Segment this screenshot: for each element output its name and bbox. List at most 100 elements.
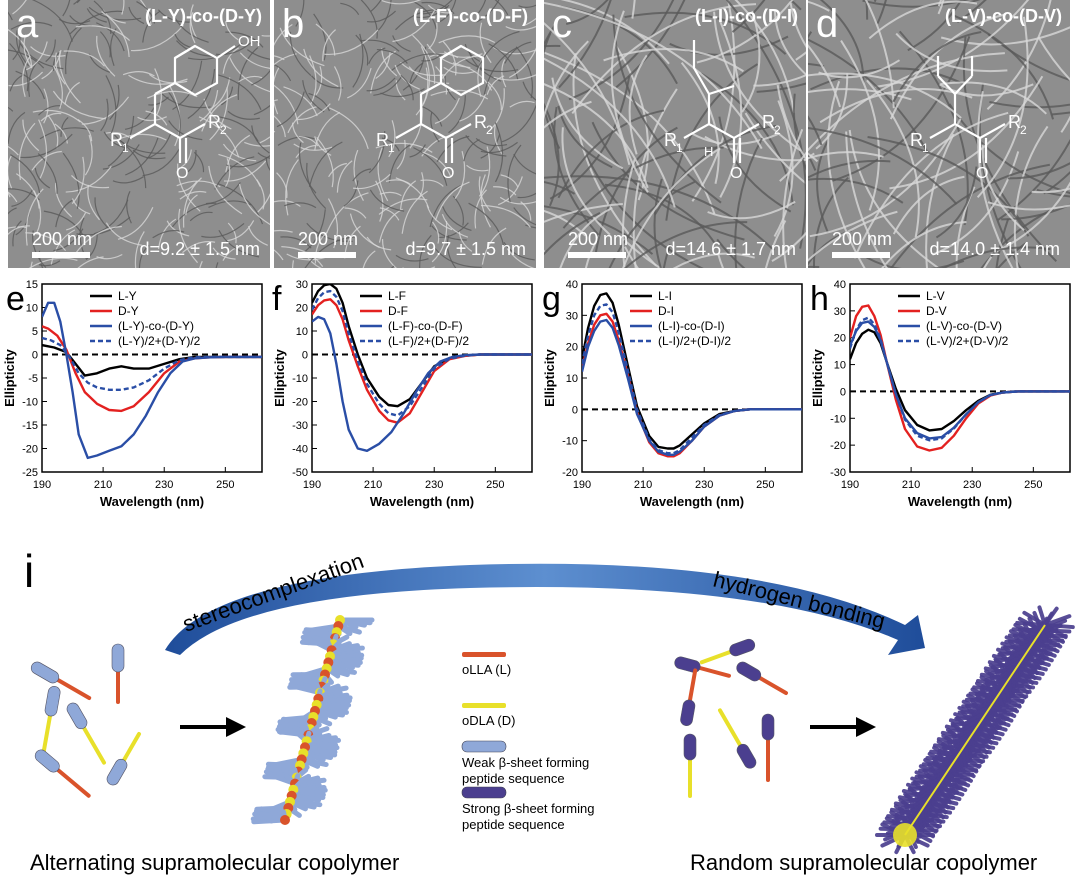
legend-entry: (L-F)-co-(D-F)	[388, 319, 463, 333]
right-arrow-left	[180, 717, 246, 737]
alternating-monomers	[30, 643, 141, 798]
tem-title: (L-F)-co-(D-F)	[413, 6, 528, 26]
legend-entry: (L-V)-co-(D-V)	[926, 319, 1002, 333]
random-monomers	[674, 638, 788, 798]
series-line-3	[312, 289, 532, 417]
legend-entry: D-I	[658, 304, 674, 318]
y-tick-label: 15	[26, 279, 38, 291]
molecule-label: O	[976, 165, 988, 178]
monomer	[674, 656, 731, 678]
monomer	[111, 643, 125, 704]
cd-chart-e: e 190 210 230 250 -25 -20 -15 -10 -5 0 5 10 15 Wavelen…	[2, 279, 263, 509]
y-tick-label: -30	[830, 467, 846, 479]
panel-letter-a: a	[16, 2, 39, 46]
x-tick-label: 250	[486, 479, 504, 491]
legend-entry: L-Y	[118, 289, 137, 303]
legend-entry: L-V	[926, 289, 945, 303]
legend-line: oLLA (L)	[462, 662, 512, 677]
cylindrical-supramolecular-polymer	[875, 605, 1075, 855]
x-tick-label: 210	[634, 479, 652, 491]
x-tick-label: 230	[695, 479, 713, 491]
molecule-label: O	[176, 165, 188, 178]
legend-line: Strong β-sheet forming	[462, 801, 595, 816]
panel-letter-f: f	[272, 280, 282, 318]
y-tick-label: -10	[292, 373, 308, 385]
legend-line: peptide sequence	[462, 771, 565, 786]
molecule-label: 1	[122, 141, 129, 155]
molecule-label: R	[1008, 112, 1021, 132]
tem-panel-b: b (L-F)-co-(D-F) 200 nm d=9.7 ± 1.5 nm R 1 R 2 O	[274, 0, 536, 268]
legend-line: peptide sequence	[462, 817, 565, 832]
y-axis-label: Ellipticity	[272, 348, 287, 407]
x-tick-label: 210	[94, 479, 112, 491]
x-axis-label: Wavelength (nm)	[908, 494, 1012, 509]
x-tick-label: 250	[216, 479, 234, 491]
panel-letter-b: b	[282, 2, 305, 46]
legend-item: oLLA (L)	[462, 662, 511, 678]
molecule-label: R	[208, 112, 221, 132]
y-tick-label: -10	[830, 413, 846, 425]
tem-fiber-texture	[274, 0, 536, 268]
tem-fiber-texture	[808, 0, 1070, 268]
x-tick-label: 230	[425, 479, 443, 491]
legend-entry: (L-F)/2+(D-F)/2	[388, 334, 469, 348]
x-axis-label: Wavelength (nm)	[370, 494, 474, 509]
series-line-3	[582, 303, 802, 455]
y-tick-label: 10	[296, 326, 308, 338]
legend-entry: D-Y	[118, 304, 139, 318]
tem-fiber-texture	[544, 0, 806, 268]
y-tick-label: 0	[302, 350, 308, 362]
legend-item: oDLA (D)	[462, 713, 515, 729]
legend-entry: (L-Y)-co-(D-Y)	[118, 319, 194, 333]
cd-chart-h: h 190 210 230 250 -30 -20 -10 0 10 20 30 40 Wavelengt…	[810, 279, 1071, 509]
molecule-label: H	[704, 144, 713, 159]
y-axis-label: Ellipticity	[2, 348, 17, 407]
molecule-label: 2	[774, 123, 781, 137]
legend-item: Weak β-sheet forming peptide sequence	[462, 755, 589, 787]
scale-bar	[32, 252, 90, 258]
y-axis-label: Ellipticity	[810, 348, 825, 407]
series-line-2	[582, 318, 802, 457]
cd-chart-g: g 190 210 230 250 -20 -10 0 10 20 30 40 Wavelength (…	[542, 279, 803, 509]
x-tick-label: 250	[1024, 479, 1042, 491]
molecule-label: R	[664, 130, 677, 150]
y-tick-label: 10	[26, 303, 38, 315]
legend-entry: (L-I)/2+(D-I)/2	[658, 334, 731, 348]
series-line-3	[42, 336, 262, 392]
legend-swatch	[461, 786, 507, 799]
y-tick-label: -20	[22, 444, 38, 456]
monomer	[683, 733, 697, 798]
molecule-label: R	[910, 130, 923, 150]
y-tick-label: -40	[292, 444, 308, 456]
tem-title: (L-I)-co-(D-I)	[695, 6, 798, 26]
x-tick-label: 210	[364, 479, 382, 491]
helical-supramolecular-polymer	[250, 615, 375, 825]
y-tick-label: 0	[32, 350, 38, 362]
y-tick-label: -50	[292, 467, 308, 479]
molecule-label: R	[474, 112, 487, 132]
x-axis-label: Wavelength (nm)	[100, 494, 204, 509]
tem-title: (L-V)-co-(D-V)	[945, 6, 1062, 26]
panel-letter-i: i	[24, 545, 35, 597]
legend-swatch	[462, 703, 506, 708]
monomer	[30, 661, 92, 700]
y-tick-label: 30	[834, 306, 846, 318]
tem-title: (L-Y)-co-(D-Y)	[145, 6, 262, 26]
fiber-diameter: d=14.6 ± 1.7 nm	[665, 239, 796, 259]
molecule-substituent: OH	[238, 33, 261, 50]
tem-fiber-texture	[8, 0, 270, 268]
curved-arrow	[165, 563, 925, 655]
tem-panel-a: a (L-Y)-co-(D-Y) 200 nm d=9.2 ± 1.5 nm R 1 R 2 O…	[8, 0, 270, 268]
scale-bar-label: 200 nm	[298, 229, 359, 249]
series-line-3	[850, 316, 1070, 442]
scale-bar	[298, 252, 356, 258]
legend-line: Weak β-sheet forming	[462, 755, 590, 770]
arc-label-right: hydrogen bonding	[711, 567, 888, 634]
x-tick-label: 190	[303, 479, 321, 491]
molecule-label: R	[110, 130, 123, 150]
y-tick-label: 10	[834, 360, 846, 372]
panel-letter-e: e	[6, 280, 25, 318]
x-tick-label: 190	[573, 479, 591, 491]
molecule-label: 2	[486, 123, 493, 137]
